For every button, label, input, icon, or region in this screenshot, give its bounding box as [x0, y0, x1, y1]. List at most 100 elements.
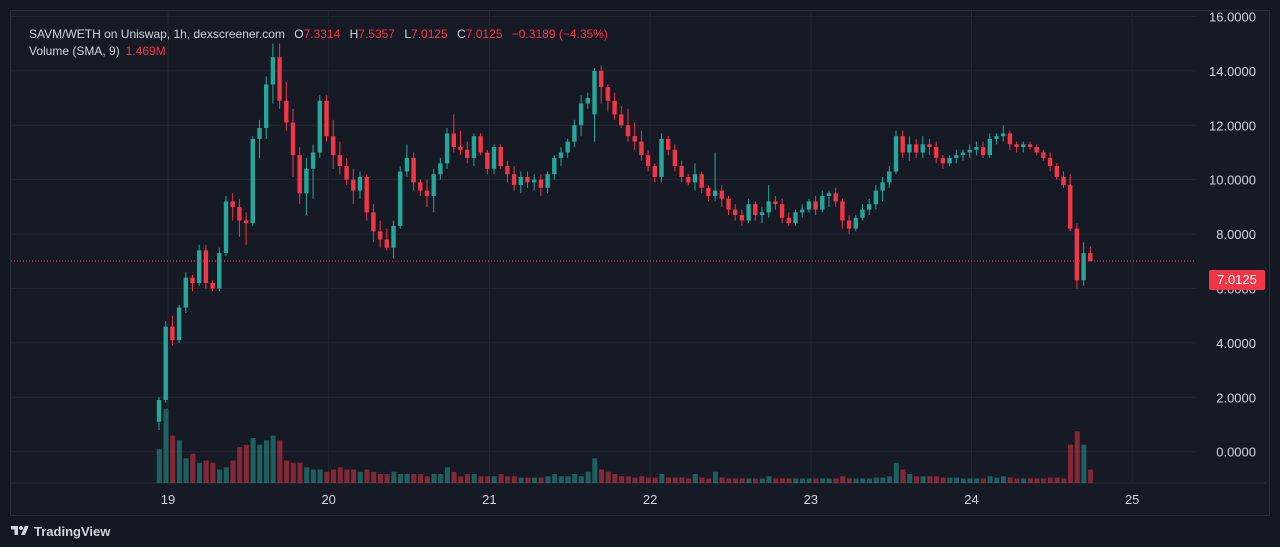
volume-bar — [927, 476, 933, 483]
volume-bar — [806, 478, 812, 483]
candle-body — [411, 157, 416, 183]
candles — [156, 43, 1093, 430]
candle-body — [491, 147, 497, 169]
volume-bar — [377, 474, 383, 483]
volume-bar — [625, 476, 631, 483]
volume-bar — [203, 460, 209, 483]
volume-bar — [1034, 478, 1040, 483]
candle-body — [880, 182, 885, 191]
volume-bar — [391, 471, 397, 483]
open-key: O — [294, 27, 304, 41]
volume-bar — [471, 474, 477, 483]
volume-bar — [451, 471, 457, 483]
volume-bar — [632, 477, 638, 483]
candle-body — [612, 100, 617, 115]
volume-bar — [438, 474, 444, 483]
candle-body — [384, 239, 389, 248]
candle-body — [197, 250, 202, 284]
candle-body — [1074, 228, 1080, 281]
candle-body — [1007, 133, 1013, 145]
volume-bar — [324, 471, 330, 483]
candle-body — [666, 138, 671, 150]
volume-bar — [947, 477, 953, 483]
high-key: H — [349, 27, 359, 41]
candle-body — [1068, 185, 1073, 229]
volume-bar — [545, 476, 551, 483]
volume-bar — [1074, 431, 1080, 483]
volume-bar — [444, 467, 450, 483]
chart-panel[interactable]: 16.000014.000012.000010.00008.00006.0000… — [10, 10, 1270, 516]
volume-bar — [538, 477, 544, 483]
candle-body — [223, 201, 229, 254]
volume-bar — [371, 471, 377, 483]
candle-body — [170, 326, 175, 341]
candle-body — [498, 147, 503, 167]
volume-bar — [1027, 478, 1033, 483]
time-axis[interactable]: 19 20 21 22 23 24 25 — [161, 492, 1140, 507]
volume-bar — [907, 474, 913, 483]
candle-body — [987, 138, 992, 156]
volume-bar — [424, 476, 430, 483]
volume-value: 1.469M — [125, 44, 166, 58]
candle-body — [398, 171, 403, 226]
candle-body — [779, 204, 785, 218]
volume-bar — [719, 477, 725, 483]
tradingview-brand[interactable]: TradingView — [34, 523, 111, 539]
candle-body — [873, 190, 879, 205]
candle-body — [1014, 144, 1019, 148]
change-value: −0.3189 (−4.35%) — [511, 27, 608, 41]
candle-body — [371, 212, 376, 232]
candle-body — [980, 147, 986, 156]
volume-bar — [297, 462, 303, 483]
volume-bar — [1047, 477, 1053, 483]
volume-bar — [210, 462, 216, 483]
volume-bar — [605, 471, 611, 483]
volume-bar — [853, 478, 859, 483]
volume-label: Volume (SMA, 9) — [29, 44, 120, 58]
candle-body — [940, 157, 946, 164]
volume-bar — [223, 467, 229, 483]
candle-body — [826, 193, 832, 196]
candle-body — [806, 201, 812, 210]
candle-body — [518, 176, 523, 186]
candle-body — [277, 57, 282, 101]
tradingview-logo-icon[interactable] — [10, 524, 30, 538]
volume-bar — [1014, 478, 1020, 483]
candle-body — [1021, 144, 1026, 148]
volume-bar — [250, 438, 256, 483]
volume-bar — [465, 474, 470, 483]
volume-bar — [652, 477, 658, 483]
volume-bar — [498, 474, 504, 483]
volume-bar — [666, 477, 671, 483]
candle-body — [1081, 253, 1086, 281]
candle-body — [1034, 147, 1039, 153]
volume-bar — [599, 469, 604, 483]
candle-body — [290, 122, 296, 156]
volume-bar — [230, 460, 236, 483]
candle-body — [344, 166, 349, 180]
time-tick-label: 20 — [321, 492, 335, 507]
volume-bar — [532, 477, 537, 483]
candle-body — [672, 149, 678, 167]
volume-bar — [357, 471, 363, 483]
price-tick-label: 16.0000 — [1209, 11, 1256, 24]
volume-bar — [156, 449, 162, 483]
candle-body — [927, 144, 932, 148]
candle-body — [230, 201, 235, 207]
price-axis[interactable]: 16.000014.000012.000010.00008.00006.0000… — [1209, 11, 1256, 460]
volume-bar — [820, 478, 826, 483]
volume-bar — [773, 478, 779, 483]
volume-bar — [753, 478, 759, 483]
candle-body — [505, 166, 510, 175]
candle-body — [257, 127, 262, 139]
candlestick-chart[interactable]: 16.000014.000012.000010.00008.00006.0000… — [11, 11, 1269, 515]
volume-bar — [351, 469, 357, 483]
candle-body — [558, 152, 564, 158]
candle-body — [900, 136, 905, 153]
candle-body — [1047, 157, 1053, 167]
candle-body — [511, 174, 517, 186]
candle-body — [532, 179, 537, 183]
volume-bar — [304, 467, 310, 483]
price-tick-label: 2.0000 — [1216, 390, 1256, 405]
candle-body — [465, 149, 470, 158]
